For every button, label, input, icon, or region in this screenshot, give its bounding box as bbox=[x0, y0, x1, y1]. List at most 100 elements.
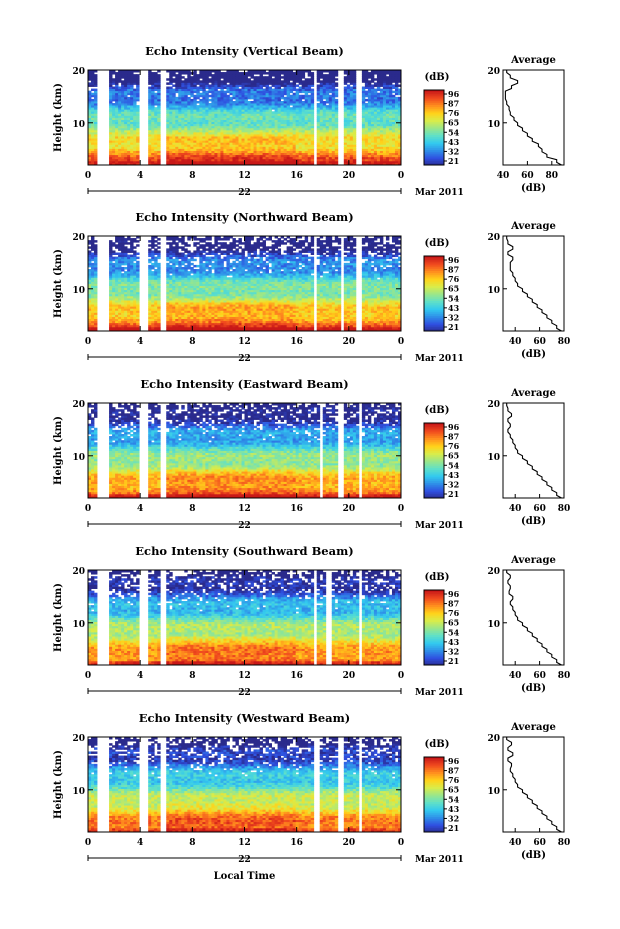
heatmap-cell bbox=[181, 134, 185, 137]
heatmap-cell bbox=[151, 138, 155, 141]
x-tick-label: 0 bbox=[85, 171, 91, 181]
heatmap-cell bbox=[274, 146, 279, 149]
heatmap-cell bbox=[127, 127, 131, 131]
heatmap-cell bbox=[229, 140, 233, 143]
heatmap-cell bbox=[298, 129, 303, 133]
heatmap-cell bbox=[238, 121, 242, 125]
heatmap-cell bbox=[385, 127, 390, 131]
heatmap-cell bbox=[244, 150, 248, 154]
heatmap-cell bbox=[94, 134, 98, 137]
heatmap-cell bbox=[154, 142, 158, 145]
heatmap-cell bbox=[244, 129, 248, 133]
heatmap-cell bbox=[226, 160, 230, 164]
heatmap-cell bbox=[388, 152, 393, 156]
heatmap-cell bbox=[361, 152, 366, 156]
heatmap-cell bbox=[172, 162, 176, 166]
heatmap-cell bbox=[268, 136, 272, 139]
profile-x-tick-label: 80 bbox=[546, 171, 559, 181]
x-tick-label: 4 bbox=[137, 171, 143, 181]
heatmap-cell bbox=[370, 144, 375, 147]
heatmap-cell bbox=[181, 121, 185, 125]
heatmap-cell bbox=[394, 125, 399, 129]
heatmap-cell bbox=[169, 154, 173, 158]
heatmap-cell bbox=[346, 127, 351, 131]
heatmap-cell bbox=[379, 125, 384, 129]
heatmap-cell bbox=[391, 84, 396, 87]
heatmap-cell bbox=[325, 131, 330, 135]
heatmap-cell bbox=[301, 134, 306, 137]
heatmap-cell bbox=[271, 152, 275, 156]
heatmap-cell bbox=[127, 140, 131, 143]
heatmap-cell bbox=[130, 129, 134, 133]
heatmap-cell bbox=[376, 144, 381, 147]
heatmap-cell bbox=[352, 140, 357, 143]
heatmap-cell bbox=[259, 127, 263, 131]
heatmap-cell bbox=[268, 154, 272, 158]
heatmap-cell bbox=[196, 136, 200, 139]
heatmap-cell bbox=[187, 123, 191, 127]
heatmap-cell bbox=[292, 162, 297, 166]
heatmap-cell bbox=[127, 152, 131, 156]
heatmap-cell bbox=[94, 152, 98, 156]
heatmap-cell bbox=[124, 140, 128, 143]
heatmap-cell bbox=[193, 121, 197, 125]
heatmap-cell bbox=[205, 148, 209, 151]
heatmap-cell bbox=[244, 142, 248, 145]
heatmap-cell bbox=[112, 154, 116, 158]
heatmap-cell bbox=[127, 146, 131, 149]
heatmap-cell bbox=[226, 136, 230, 139]
heatmap-cell bbox=[193, 140, 197, 143]
heatmap-cell bbox=[334, 152, 339, 156]
heatmap-cell bbox=[91, 158, 95, 162]
heatmap-cell bbox=[178, 138, 182, 141]
heatmap-cell bbox=[178, 150, 182, 154]
heatmap-cell bbox=[187, 146, 191, 149]
heatmap-cell bbox=[322, 140, 327, 143]
heatmap-cell bbox=[280, 127, 285, 131]
heatmap-cell bbox=[268, 121, 272, 125]
heatmap-cell bbox=[91, 140, 95, 143]
heatmap-cell bbox=[241, 146, 245, 149]
heatmap-cell bbox=[232, 134, 236, 137]
heatmap-cell bbox=[208, 162, 212, 166]
heatmap-cell bbox=[274, 160, 279, 164]
heatmap-cell bbox=[346, 136, 351, 139]
heatmap-cell bbox=[382, 152, 387, 156]
heatmap-cell bbox=[307, 160, 312, 164]
heatmap-cell bbox=[352, 160, 357, 164]
heatmap-cell bbox=[304, 144, 309, 147]
heatmap-cell bbox=[352, 158, 357, 162]
heatmap-cell bbox=[217, 140, 221, 143]
heatmap-cell bbox=[148, 136, 152, 139]
heatmap-cell bbox=[196, 162, 200, 166]
heatmap-cell bbox=[262, 88, 266, 92]
heatmap-cell bbox=[133, 146, 137, 149]
heatmap-cell bbox=[226, 142, 230, 145]
heatmap-cell bbox=[262, 123, 266, 127]
heatmap-cell bbox=[157, 136, 161, 139]
heatmap-cell bbox=[379, 127, 384, 131]
heatmap-cell bbox=[328, 154, 333, 158]
heatmap-cell bbox=[169, 86, 173, 89]
heatmap-cell bbox=[373, 125, 378, 129]
heatmap-cell bbox=[115, 148, 119, 151]
heatmap-cell bbox=[253, 162, 257, 166]
heatmap-cell bbox=[127, 158, 131, 162]
heatmap-cell bbox=[181, 136, 185, 139]
heatmap-cell bbox=[217, 146, 221, 149]
heatmap-cell bbox=[259, 140, 263, 143]
heatmap-cell bbox=[274, 154, 279, 158]
heatmap-cell bbox=[157, 127, 161, 131]
heatmap-cell bbox=[328, 129, 333, 133]
heatmap-cell bbox=[361, 140, 366, 143]
heatmap-cell bbox=[310, 156, 315, 160]
heatmap-cell bbox=[154, 134, 158, 137]
heatmap-cell bbox=[151, 123, 155, 127]
heatmap-cell bbox=[343, 134, 348, 137]
heatmap-cell bbox=[187, 152, 191, 156]
heatmap-cell bbox=[133, 121, 137, 125]
heatmap-cell bbox=[343, 146, 348, 149]
heatmap-cell bbox=[115, 156, 119, 160]
heatmap-cell bbox=[229, 131, 233, 135]
heatmap-cell bbox=[295, 162, 300, 166]
